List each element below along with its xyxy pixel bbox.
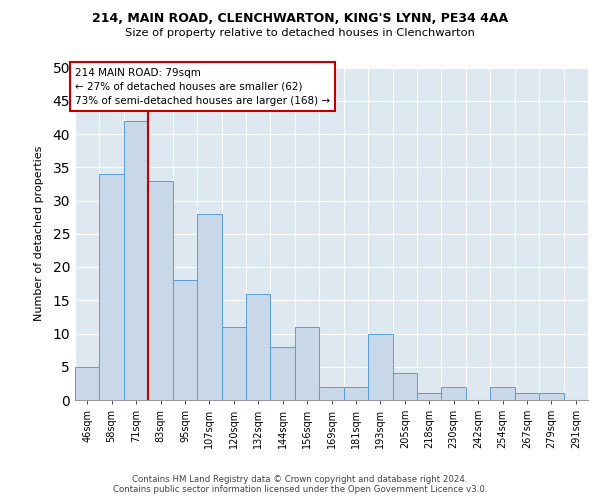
Bar [515, 394, 539, 400]
Bar [490, 386, 515, 400]
Bar [295, 327, 319, 400]
Bar [75, 367, 100, 400]
Y-axis label: Number of detached properties: Number of detached properties [34, 146, 44, 322]
Bar [246, 294, 271, 400]
Text: Size of property relative to detached houses in Clenchwarton: Size of property relative to detached ho… [125, 28, 475, 38]
Bar [442, 386, 466, 400]
Text: 214 MAIN ROAD: 79sqm
← 27% of detached houses are smaller (62)
73% of semi-detac: 214 MAIN ROAD: 79sqm ← 27% of detached h… [75, 68, 330, 106]
Bar [148, 180, 173, 400]
Bar [197, 214, 221, 400]
Text: Contains HM Land Registry data © Crown copyright and database right 2024.: Contains HM Land Registry data © Crown c… [132, 475, 468, 484]
Bar [173, 280, 197, 400]
Bar [271, 347, 295, 400]
Bar [417, 394, 442, 400]
Bar [539, 394, 563, 400]
Bar [100, 174, 124, 400]
Bar [368, 334, 392, 400]
Bar [221, 327, 246, 400]
Bar [344, 386, 368, 400]
Bar [319, 386, 344, 400]
Bar [392, 374, 417, 400]
Bar [124, 120, 148, 400]
Text: Contains public sector information licensed under the Open Government Licence v3: Contains public sector information licen… [113, 485, 487, 494]
Text: 214, MAIN ROAD, CLENCHWARTON, KING'S LYNN, PE34 4AA: 214, MAIN ROAD, CLENCHWARTON, KING'S LYN… [92, 12, 508, 26]
